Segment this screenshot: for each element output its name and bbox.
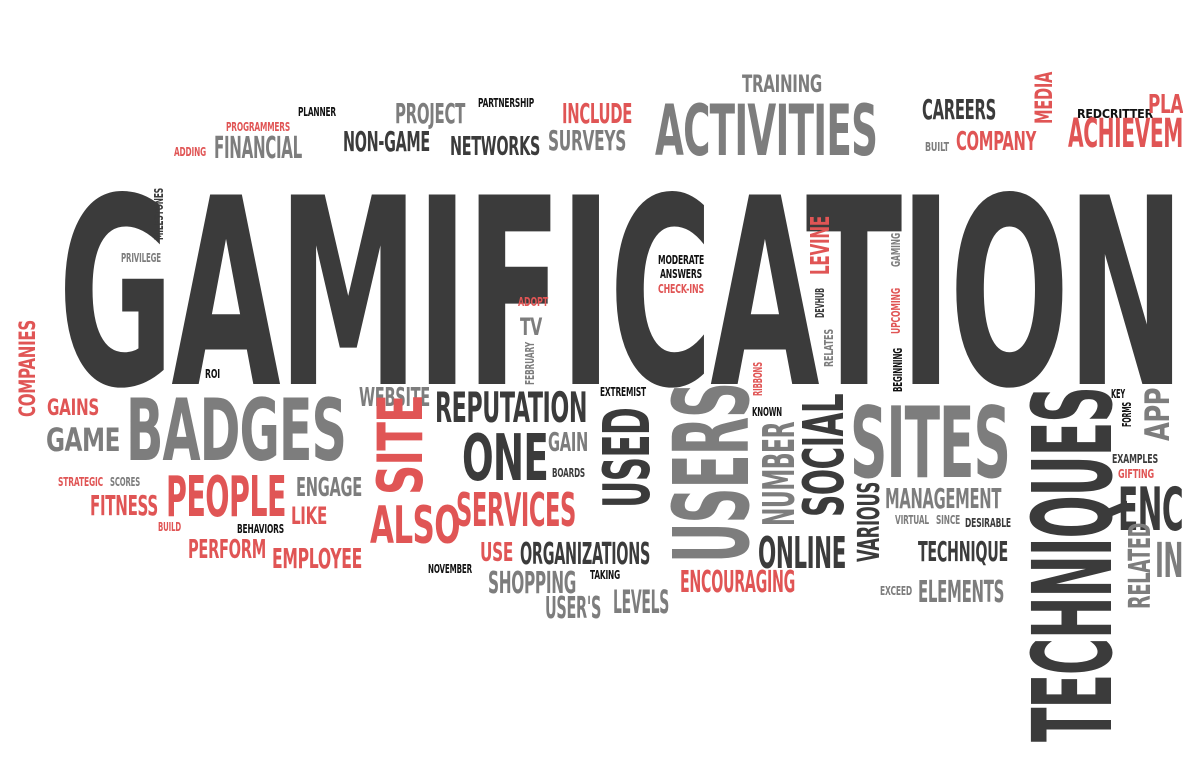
word-exceed: EXCEED [880,584,913,598]
word-training: TRAINING [742,70,822,98]
word-roi: ROI [205,367,221,381]
word-levels: LEVELS [613,583,670,621]
word-sites: SITES [850,387,1011,501]
word-employee: EMPLOYEE [272,542,362,575]
word-gains: GAINS [47,396,99,421]
word-desirable: DESIRABLE [965,516,1011,530]
word-users: USERS [651,383,773,563]
word-behaviors: BEHAVIORS [237,522,284,536]
word-careers: CAREERS [922,93,996,126]
word-techniques: TECHNIQUES [1009,387,1137,742]
word-relates: RELATES [822,329,836,367]
word-financial: FINANCIAL [214,131,302,166]
word-use: USE [480,538,514,568]
word-online: ONLINE [758,528,846,579]
word-management: MANAGEMENT [885,482,1002,515]
word-fitness: FITNESS [90,489,158,522]
word-various: VARIOUS [852,482,887,562]
word-networks: NETWORKS [450,132,541,162]
word-milestones: MILESTONES [152,187,166,240]
word-app: APP [1138,388,1178,441]
word-engage: ENGAGE [296,473,362,503]
word-non-game: NON-GAME [343,125,430,158]
word-gifting: GIFTING [1118,467,1154,481]
word-website: WEBSITE [359,383,430,413]
word-known: KNOWN [752,405,782,419]
word-badges: BADGES [126,381,347,481]
word-gain: GAIN [548,428,589,458]
word-strategic: STRATEGIC [58,475,104,489]
word-adopt: ADOPT [518,295,548,309]
word-like: LIKE [291,502,327,530]
word-check-ins: CHECK-INS [658,282,704,296]
word-enc: ENC [1118,475,1183,545]
word-site: SITE [364,395,437,495]
word-people: PEOPLE [166,465,287,530]
word-forms: FORMS [1120,401,1134,427]
word-partnership: PARTNERSHIP [478,96,535,110]
word-perform: PERFORM [188,535,266,565]
word-taking: TAKING [590,568,620,582]
word-gamification: GAMIFICATION [58,144,1183,446]
word-november: NOVEMBER [428,562,472,576]
word-related: RELATED [1123,523,1158,609]
word-technique: TECHNIQUE [918,535,1008,568]
word-redcritter: REDCRITTER [1077,107,1153,121]
word-services: SERVICES [456,483,576,537]
word-media: MEDIA [1030,71,1058,124]
word-planner: PLANNER [298,105,336,119]
word-boards: BOARDS [552,466,585,480]
word-pla: PLA [1148,90,1183,120]
word-beginning: BEGINNING [891,347,905,392]
word-achievem: ACHIEVEM [1068,111,1183,157]
word-shopping: SHOPPING [488,566,577,601]
word-extremist: EXTREMIST [600,385,646,399]
word-february: FEBRUARY [523,342,537,385]
word-examples: EXAMPLES [1112,452,1159,466]
word-since: SINCE [936,513,961,527]
word-tv: TV [520,313,542,341]
word-upcoming: UPCOMING [889,288,903,334]
word-company: COMPANY [956,127,1036,157]
word-in: IN [1155,533,1183,589]
word-built: BUILT [925,140,949,154]
word-users-possessive: USER'S [545,591,602,626]
word-moderate: MODERATE [658,253,705,267]
word-reputation: REPUTATION [435,383,587,432]
word-build: BUILD [158,520,181,534]
word-game: GAME [46,421,120,459]
word-include: INCLUDE [562,97,633,130]
word-adding: ADDING [174,145,207,159]
word-organizations: ORGANIZATIONS [520,537,651,572]
word-answers: ANSWERS [660,267,702,281]
word-also: ALSO [370,496,461,556]
word-programmers: PROGRAMMERS [226,120,291,134]
word-virtual: VIRTUAL [895,513,929,527]
word-activities: ACTIVITIES [655,90,878,172]
word-companies: COMPANIES [16,320,41,417]
word-scores: SCORES [110,475,141,489]
word-encouraging: ENCOURAGING [680,565,796,600]
word-levine: LEVINE [806,215,836,275]
word-one: ONE [462,422,549,496]
word-devhub: DEVHUB [813,287,827,318]
word-privilege: PRIVILEGE [121,251,161,265]
word-gaming: GAMING [889,232,903,267]
word-elements: ELEMENTS [918,575,1005,610]
word-key: KEY [1111,387,1126,401]
word-project: PROJECT [395,97,466,130]
word-social: SOCIAL [792,393,857,517]
word-surveys: SURVEYS [548,124,626,157]
